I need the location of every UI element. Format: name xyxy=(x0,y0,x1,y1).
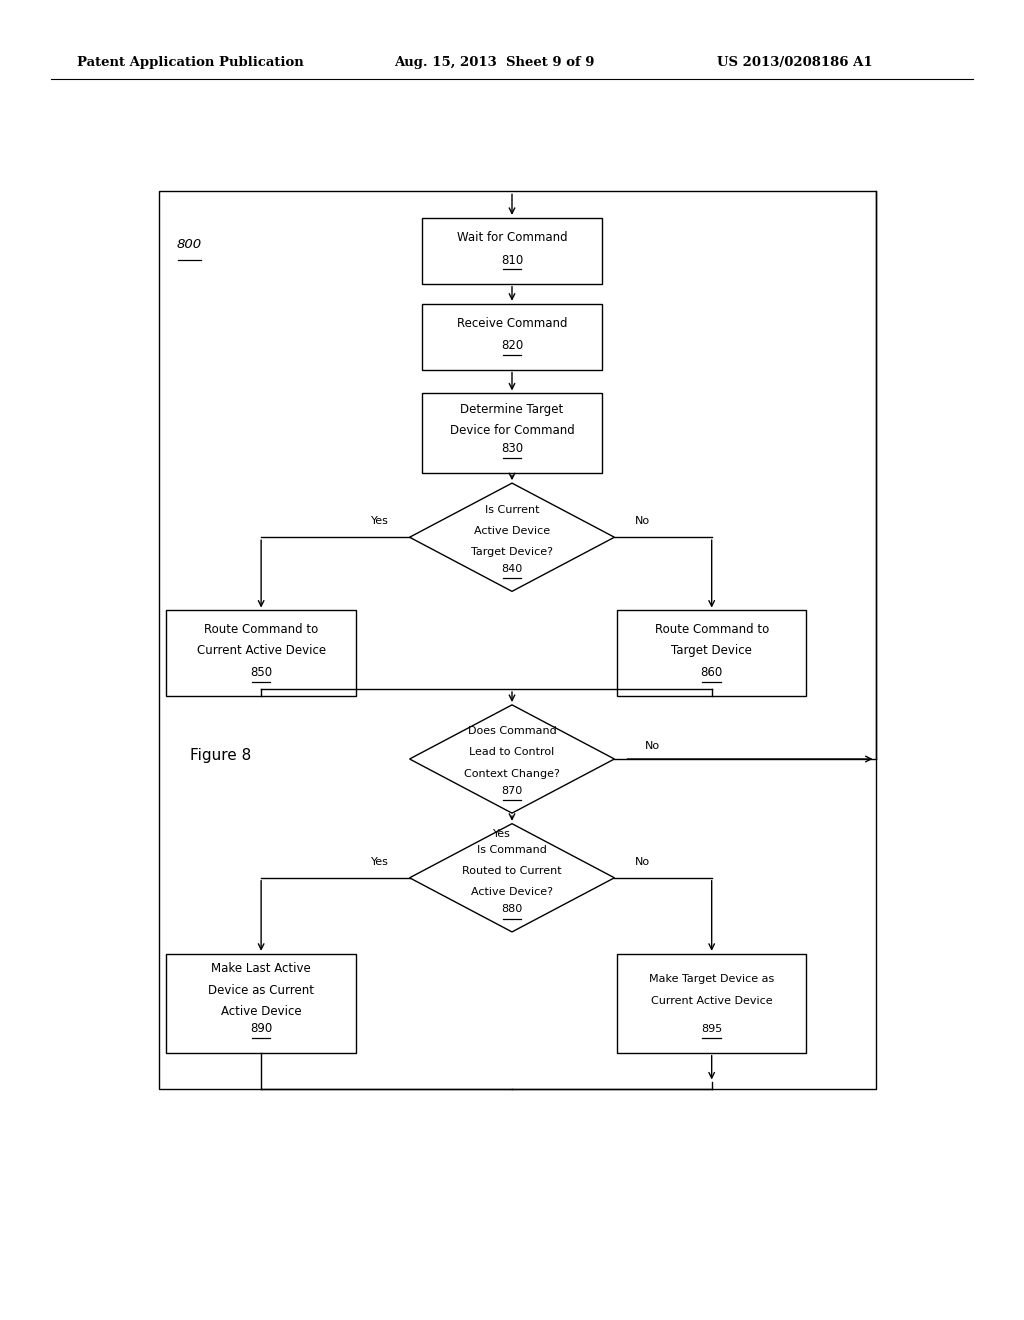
Text: No: No xyxy=(635,516,650,527)
Text: Figure 8: Figure 8 xyxy=(189,747,251,763)
Text: 830: 830 xyxy=(501,442,523,455)
Bar xyxy=(616,953,806,1053)
Text: 895: 895 xyxy=(701,1024,722,1034)
Text: 860: 860 xyxy=(700,667,723,678)
Bar xyxy=(616,610,806,697)
Text: No: No xyxy=(645,741,660,751)
Text: Target Device?: Target Device? xyxy=(471,546,553,557)
Text: 880: 880 xyxy=(502,904,522,915)
Text: Patent Application Publication: Patent Application Publication xyxy=(77,55,303,69)
Text: 810: 810 xyxy=(501,253,523,267)
Text: Context Change?: Context Change? xyxy=(464,768,560,779)
Text: Lead to Control: Lead to Control xyxy=(469,747,555,758)
Text: 850: 850 xyxy=(250,667,272,678)
Text: Route Command to: Route Command to xyxy=(654,623,769,636)
Bar xyxy=(422,304,601,370)
Text: 840: 840 xyxy=(502,564,522,574)
Text: Device as Current: Device as Current xyxy=(208,983,314,997)
Text: Is Current: Is Current xyxy=(484,504,540,515)
Polygon shape xyxy=(410,483,614,591)
Bar xyxy=(166,610,356,697)
Text: Target Device: Target Device xyxy=(672,644,752,657)
Text: Is Command: Is Command xyxy=(477,845,547,855)
Text: Wait for Command: Wait for Command xyxy=(457,231,567,244)
Text: Does Command: Does Command xyxy=(468,726,556,737)
Text: Active Device?: Active Device? xyxy=(471,887,553,898)
Text: Current Active Device: Current Active Device xyxy=(651,995,772,1006)
Bar xyxy=(422,393,601,473)
Text: Active Device: Active Device xyxy=(474,525,550,536)
Text: Routed to Current: Routed to Current xyxy=(462,866,562,876)
Text: 870: 870 xyxy=(502,785,522,796)
Text: Current Active Device: Current Active Device xyxy=(197,644,326,657)
Text: Yes: Yes xyxy=(372,516,389,527)
Polygon shape xyxy=(410,824,614,932)
Text: Aug. 15, 2013  Sheet 9 of 9: Aug. 15, 2013 Sheet 9 of 9 xyxy=(394,55,595,69)
Text: No: No xyxy=(635,857,650,867)
Polygon shape xyxy=(410,705,614,813)
Text: 820: 820 xyxy=(501,339,523,352)
Text: Make Target Device as: Make Target Device as xyxy=(649,974,774,985)
Text: US 2013/0208186 A1: US 2013/0208186 A1 xyxy=(717,55,872,69)
Bar xyxy=(422,218,601,284)
Text: Yes: Yes xyxy=(372,857,389,867)
Bar xyxy=(166,953,356,1053)
Text: Receive Command: Receive Command xyxy=(457,317,567,330)
Text: Yes: Yes xyxy=(493,829,511,840)
Text: Device for Command: Device for Command xyxy=(450,424,574,437)
Text: 800: 800 xyxy=(177,238,202,251)
Text: 890: 890 xyxy=(250,1023,272,1035)
Text: Determine Target: Determine Target xyxy=(461,403,563,416)
Text: Route Command to: Route Command to xyxy=(204,623,318,636)
Text: Active Device: Active Device xyxy=(221,1005,301,1018)
Bar xyxy=(159,191,876,1089)
Text: Make Last Active: Make Last Active xyxy=(211,962,311,975)
